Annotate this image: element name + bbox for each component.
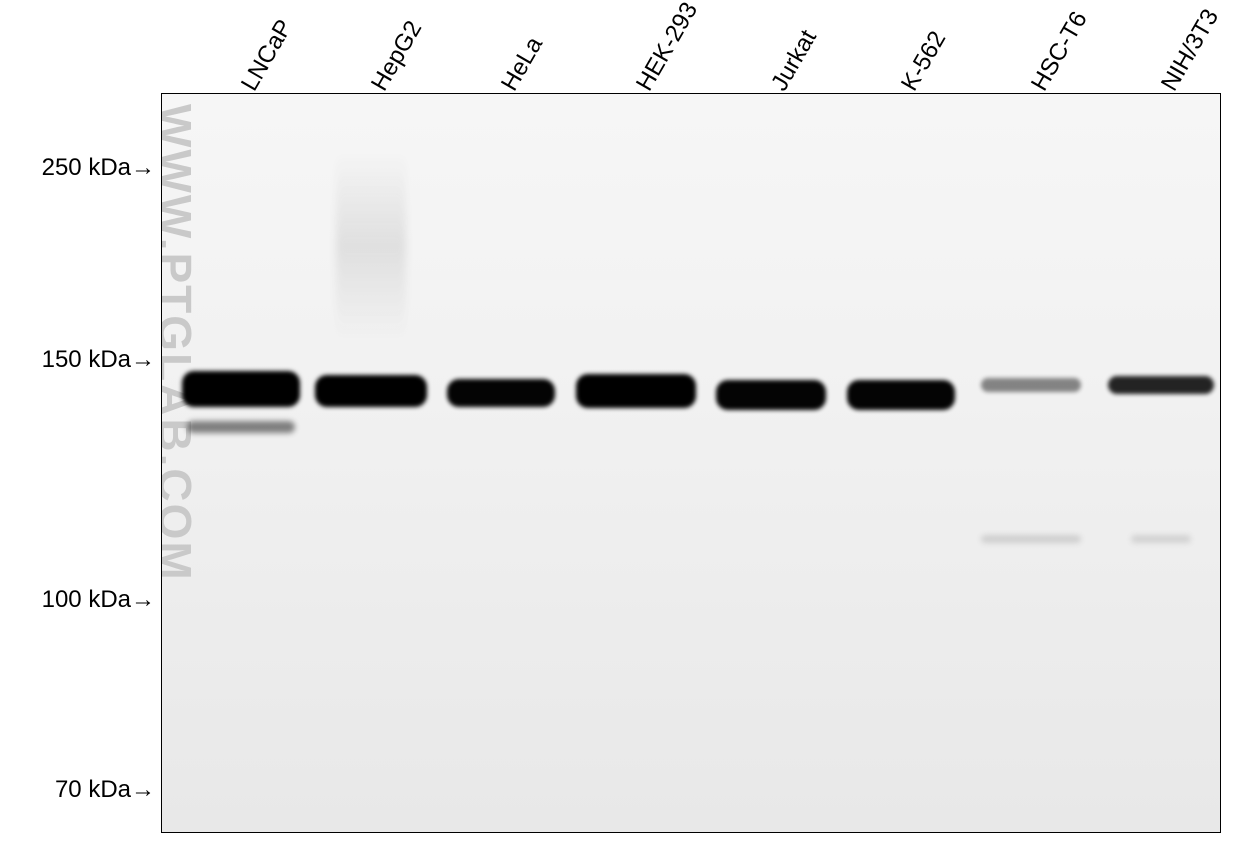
lane-label: K-562 bbox=[896, 27, 952, 96]
protein-band-secondary bbox=[981, 535, 1081, 543]
protein-band bbox=[576, 374, 696, 408]
lane-label: HepG2 bbox=[366, 16, 428, 96]
protein-band bbox=[315, 375, 427, 407]
lane-label: HSC-T6 bbox=[1026, 7, 1094, 96]
protein-band-secondary bbox=[187, 421, 295, 433]
mw-marker-label: 250 kDa→ bbox=[5, 154, 155, 182]
figure-stage: WWW.PTGLAB.COM LNCaP HepG2 HeLa HEK-293 Jurk… bbox=[0, 0, 1250, 860]
mw-marker-label: 150 kDa→ bbox=[5, 346, 155, 374]
blot-area: WWW.PTGLAB.COM bbox=[161, 93, 1221, 833]
protein-band bbox=[1108, 376, 1214, 394]
lane-label: Jurkat bbox=[766, 25, 823, 96]
protein-band bbox=[847, 380, 955, 410]
protein-band bbox=[447, 379, 555, 407]
blot-background bbox=[162, 94, 1220, 832]
lane-label: HeLa bbox=[496, 32, 549, 96]
mw-marker-label: 100 kDa→ bbox=[5, 586, 155, 614]
lane-smear bbox=[336, 151, 406, 341]
protein-band bbox=[981, 378, 1081, 392]
mw-marker-label: 70 kDa→ bbox=[5, 776, 155, 804]
lane-label: HEK-293 bbox=[631, 0, 704, 96]
protein-band-secondary bbox=[1131, 535, 1191, 543]
lane-label: NIH/3T3 bbox=[1156, 5, 1225, 96]
lane-label: LNCaP bbox=[236, 15, 299, 96]
protein-band bbox=[182, 371, 300, 407]
protein-band bbox=[716, 380, 826, 410]
